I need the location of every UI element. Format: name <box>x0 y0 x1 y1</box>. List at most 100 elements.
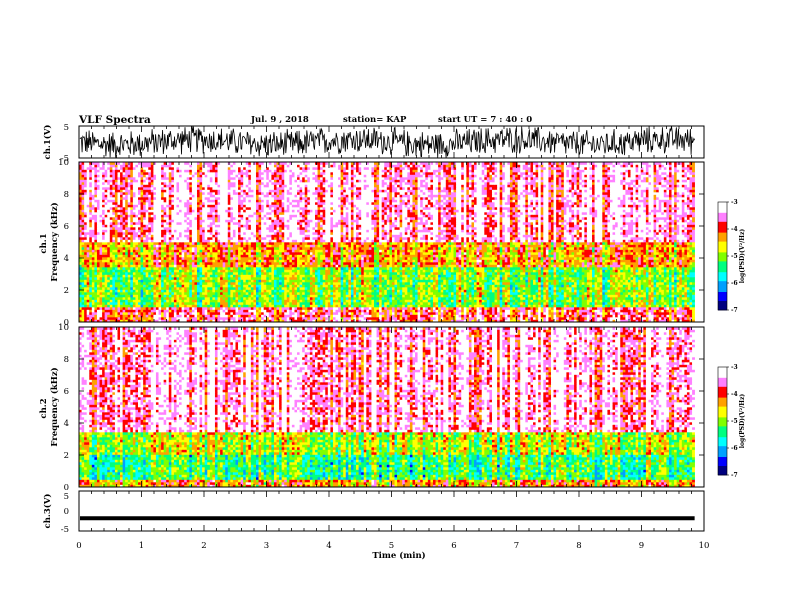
spectrogram-cell <box>502 299 506 303</box>
spectrogram-cell <box>556 299 559 303</box>
spectrogram-cell <box>232 277 236 280</box>
spectrogram-cell <box>617 299 621 303</box>
spectrogram-cell <box>114 302 118 305</box>
spectrogram-cell <box>230 317 234 320</box>
spectrogram-cell <box>248 302 252 305</box>
spectrogram-cell <box>184 307 188 310</box>
spectrogram-cell <box>214 282 218 285</box>
spectrogram-cell <box>340 272 344 275</box>
spectrogram-cell <box>509 274 513 278</box>
spectrogram-cell <box>468 284 472 288</box>
spectrogram-cell <box>299 314 303 318</box>
spectrogram-cell <box>430 272 434 275</box>
spectrogram-cell <box>384 307 388 310</box>
spectrogram-cell <box>348 292 352 295</box>
spectrogram-cell <box>340 294 344 298</box>
spectrogram-cell <box>681 277 685 280</box>
spectrogram-cell <box>645 319 649 323</box>
spectrogram-cell <box>409 304 413 308</box>
spectrogram-cell <box>402 284 406 288</box>
spectrogram-cell <box>209 269 213 273</box>
spectrogram-cell <box>230 269 234 273</box>
spectrogram-cell <box>366 302 370 305</box>
spectrogram-cell <box>330 274 334 278</box>
spectrogram-cell <box>609 287 613 290</box>
spectrogram-cell <box>538 277 542 280</box>
spectrogram-cell <box>171 297 175 300</box>
spectrogram-cell <box>194 289 198 293</box>
spectrogram-cell <box>491 277 495 280</box>
spectrogram-cell <box>535 287 539 290</box>
spectrogram-cell <box>627 274 631 278</box>
spectrogram-cell <box>438 297 441 300</box>
spectrogram-cell <box>363 284 367 288</box>
spectrogram-cell <box>653 312 657 315</box>
spectrogram-cell <box>438 304 441 308</box>
spectrogram-cell <box>443 277 447 280</box>
spectrogram-cell <box>499 299 503 303</box>
spectrogram-cell <box>450 279 454 283</box>
spectrogram-cell <box>389 312 393 315</box>
spectrogram-cell <box>658 309 662 313</box>
spectrogram-cell <box>674 314 677 318</box>
spectrogram-cell <box>166 307 170 310</box>
spectrogram-cell <box>338 319 341 323</box>
spectrogram-cell <box>248 307 252 310</box>
spectrogram-cell <box>653 289 657 293</box>
spectrogram-cell <box>653 287 657 290</box>
spectrogram-cell <box>356 287 359 290</box>
spectrogram-cell <box>553 272 557 275</box>
spectrogram-cell <box>599 284 603 288</box>
spectrogram-cell <box>515 297 518 300</box>
spectrogram-cell <box>114 279 118 283</box>
spectrogram-cell <box>494 277 498 280</box>
spectrogram-cell <box>463 304 467 308</box>
spectrogram-cell <box>89 319 93 323</box>
spectrogram-cell <box>273 287 277 290</box>
spectrogram-cell <box>599 299 603 303</box>
spectrogram-cell <box>102 279 105 283</box>
spectrogram-cell <box>563 317 567 320</box>
spectrogram-cell <box>140 282 144 285</box>
spectrogram-cell <box>107 274 111 278</box>
spectrogram-cell <box>381 274 385 278</box>
spectrogram-cell <box>630 319 634 323</box>
spectrogram-cell <box>386 307 390 310</box>
spectrogram-cell <box>99 274 103 278</box>
spectrogram-cell <box>132 314 136 318</box>
spectrogram-cell <box>443 314 447 318</box>
spectrogram-cell <box>140 287 144 290</box>
spectrogram-cell <box>179 317 182 320</box>
spectrogram-cell <box>456 287 459 290</box>
spectrogram-cell <box>356 312 359 315</box>
spectrogram-cell <box>692 272 695 275</box>
spectrogram-cell <box>666 302 670 305</box>
spectrogram-cell <box>476 299 480 303</box>
spectrogram-cell <box>291 282 295 285</box>
spectrogram-cell <box>661 289 665 293</box>
spectrogram-cell <box>353 304 357 308</box>
spectrogram-cell <box>645 304 649 308</box>
spectrogram-cell <box>686 272 690 275</box>
spectrogram-cell <box>561 302 565 305</box>
spectrogram-cell <box>692 284 695 288</box>
spectrogram-cell <box>338 279 341 283</box>
spectrogram-cell <box>263 292 267 295</box>
spectrogram-cell <box>491 274 495 278</box>
spectrogram-cell <box>471 302 475 305</box>
spectrogram-cell <box>676 279 680 283</box>
spectrogram-cell <box>543 314 547 318</box>
spectrogram-cell <box>430 282 434 285</box>
spectrogram-cell <box>458 289 462 293</box>
spectrogram-cell <box>563 292 567 295</box>
spectrogram-cell <box>117 302 121 305</box>
spectrogram-cell <box>440 287 444 290</box>
spectrogram-cell <box>381 312 385 315</box>
spectrogram-cell <box>363 314 367 318</box>
spectrogram-cell <box>543 287 547 290</box>
spectrogram-cell <box>399 274 403 278</box>
spectrogram-cell <box>427 302 431 305</box>
spectrogram-cell <box>399 302 403 305</box>
spectrogram-cell <box>373 279 377 283</box>
